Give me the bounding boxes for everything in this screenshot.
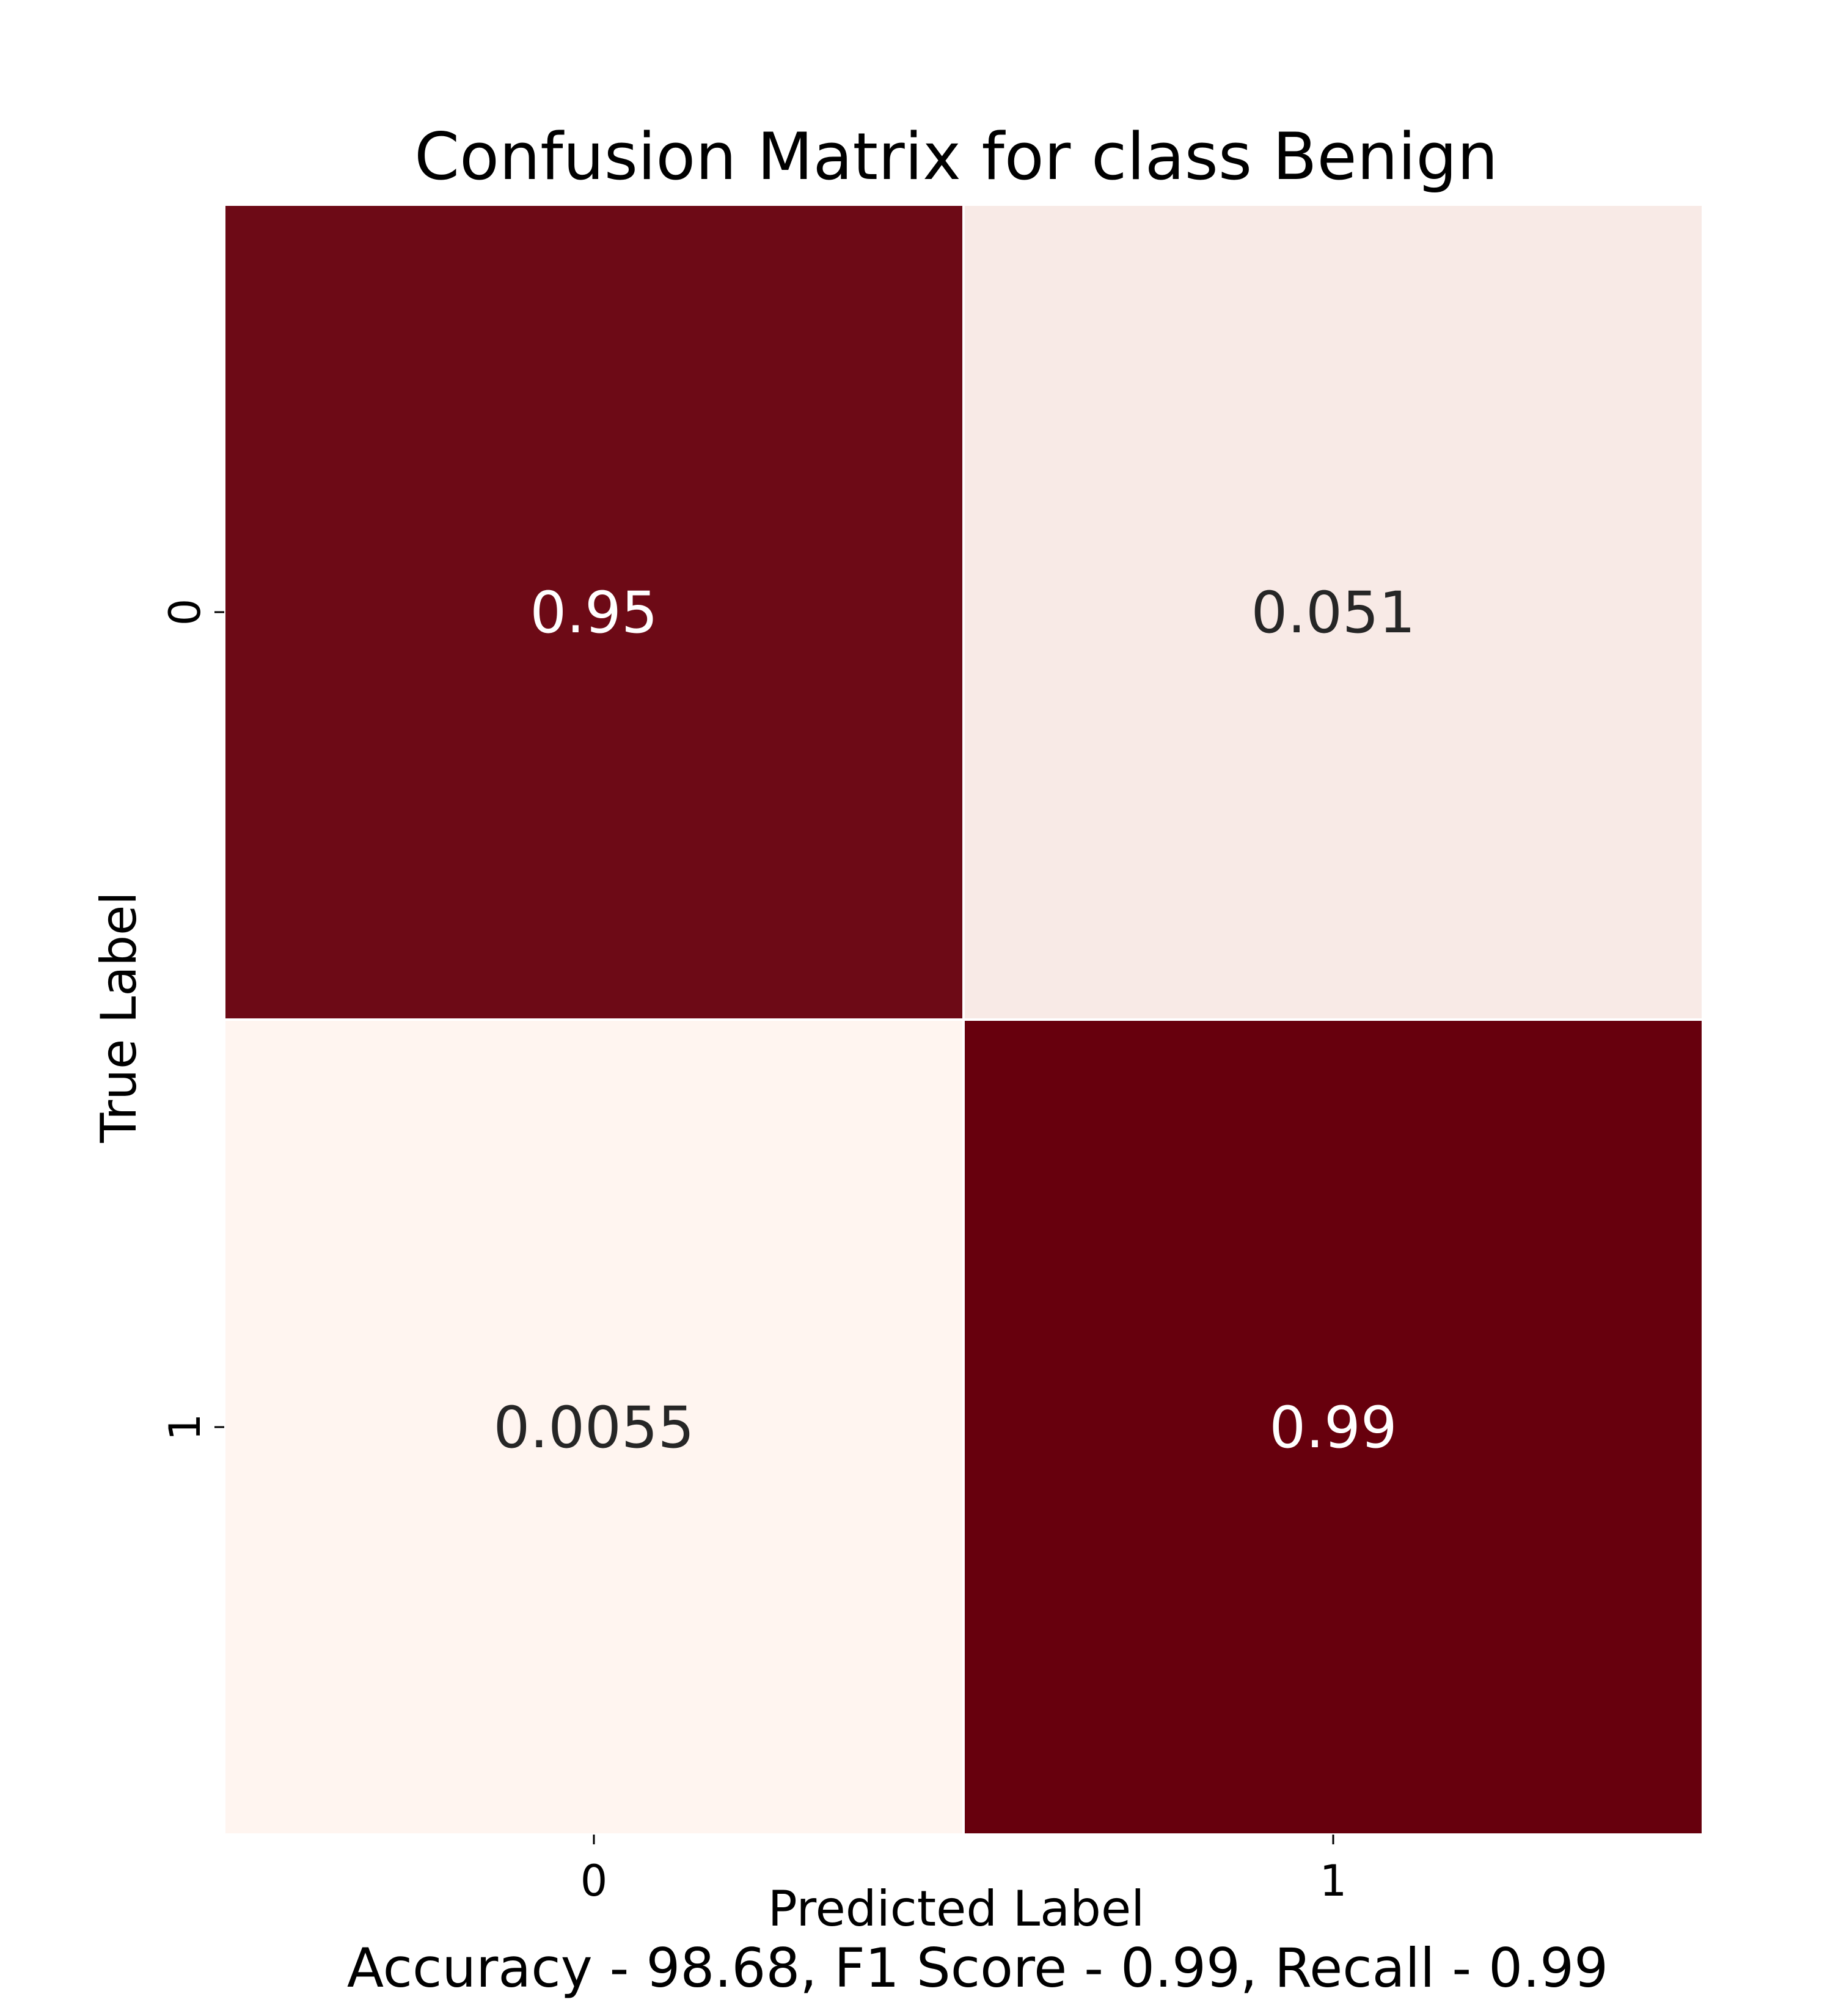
y-tick-label-1: 1: [160, 1414, 210, 1441]
heatmap-cell-1-0: [223, 1018, 965, 1836]
x-axis-label: Predicted Label: [768, 1880, 1145, 1937]
x-tick-label-0: 0: [580, 1856, 608, 1906]
heatmap-cells: [223, 203, 1704, 1836]
y-tick-label-0: 0: [160, 599, 210, 626]
heatmap-cell-labels: 0.95 0.051 0.0055 0.99: [494, 580, 1416, 1461]
chart-title: Confusion Matrix for class Benign: [414, 119, 1498, 194]
cell-value-label-1-1: 0.99: [1269, 1395, 1397, 1461]
cell-value-label-0-0: 0.95: [530, 580, 657, 646]
y-axis-label: True Label: [90, 891, 147, 1143]
x-tick-label-1: 1: [1320, 1856, 1347, 1906]
heatmap-cell-1-1: [962, 1018, 1704, 1836]
heatmap-cell-0-0: [223, 203, 965, 1021]
cell-value-label-0-1: 0.051: [1251, 580, 1415, 646]
y-axis-ticks: 01: [160, 599, 224, 1441]
heatmap-cell-0-1: [962, 203, 1704, 1021]
cell-value-label-1-0: 0.0055: [494, 1395, 695, 1461]
metrics-caption: Accuracy - 98.68, F1 Score - 0.99, Recal…: [347, 1937, 1608, 2000]
